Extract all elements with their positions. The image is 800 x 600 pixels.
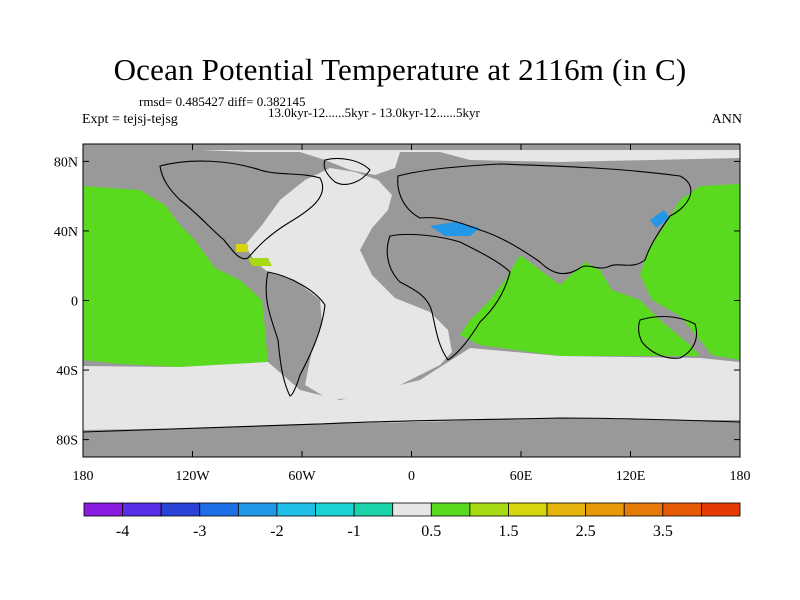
colorbar-swatch	[430, 502, 471, 517]
colorbar-swatch	[701, 502, 741, 517]
colorbar-label: -4	[116, 523, 129, 540]
colorbar-swatch	[353, 502, 394, 517]
colorbar-swatch	[585, 502, 625, 517]
region-sea-of-japan	[650, 210, 670, 228]
coastline-north-america	[159, 160, 324, 260]
colorbar-swatch	[315, 502, 355, 517]
colorbar-swatch	[546, 502, 587, 517]
season-label: ANN	[711, 112, 742, 127]
x-tick-label: 120W	[175, 469, 210, 484]
period-text: 13.0kyr-12......5kyr - 13.0kyr-12......5…	[268, 105, 480, 120]
colorbar-label: -3	[193, 523, 206, 540]
colorbar-label: 2.5	[576, 523, 596, 540]
colorbar-swatch	[662, 502, 702, 517]
coastline-south-america	[265, 271, 326, 397]
y-tick-label: 40N	[54, 225, 78, 240]
colorbar-swatch	[392, 502, 432, 517]
colorbar-swatch	[469, 502, 509, 517]
colorbar-swatch	[199, 502, 239, 517]
chart-title: Ocean Potential Temperature at 2116m (in…	[113, 52, 687, 87]
region-indian-ocean	[460, 255, 700, 356]
colorbar-swatch	[508, 502, 548, 517]
region-arctic-ocean	[83, 150, 740, 175]
x-tick-label: 120E	[616, 469, 646, 484]
colorbar-swatch	[122, 502, 162, 517]
colorbar-swatch	[237, 502, 278, 517]
colorbar-label: 0.5	[421, 523, 441, 540]
colorbar-label: 3.5	[653, 523, 673, 540]
colorbar: -4 -3 -2 -1 0.5 1.5 2.5 3.5	[83, 502, 741, 540]
y-axis-ticks: 80N 40N 0 40S 80S	[54, 155, 740, 449]
y-tick-label: 40S	[56, 364, 78, 379]
colorbar-swatch	[83, 502, 123, 517]
coastline-antarctica	[83, 417, 740, 433]
colorbar-label: -2	[270, 523, 283, 540]
experiment-label: Expt = tejsj-tejsg	[82, 112, 178, 127]
x-tick-label: 60W	[288, 469, 316, 484]
region-atlantic-ocean	[245, 168, 452, 400]
x-axis-ticks: 180 120W 60W 0 60E 120E 180	[73, 144, 751, 484]
colorbar-swatch	[276, 502, 316, 517]
y-tick-label: 80N	[54, 155, 78, 170]
map-plot-area	[83, 144, 740, 457]
x-tick-label: 60E	[510, 469, 533, 484]
stats-text: rmsd= 0.485427 diff= 0.382145	[139, 94, 306, 109]
coastlines	[83, 157, 740, 433]
region-gulf-of-mexico	[236, 244, 248, 252]
colorbar-swatch	[623, 502, 664, 517]
x-tick-label: 0	[408, 469, 415, 484]
coastline-greenland	[323, 157, 371, 185]
region-pacific-ocean	[83, 186, 268, 367]
region-southern-ocean	[83, 348, 740, 430]
region-antarctica	[83, 418, 740, 457]
coastline-africa	[386, 233, 511, 361]
colorbar-label: 1.5	[498, 523, 518, 540]
colorbar-swatch	[160, 502, 201, 517]
region-west-pacific	[640, 184, 740, 360]
x-tick-label: 180	[73, 469, 94, 484]
coastline-eurasia	[397, 163, 692, 275]
coastline-australia	[638, 315, 698, 359]
region-caribbean-sea	[248, 258, 272, 266]
x-tick-label: 180	[730, 469, 751, 484]
y-tick-label: 80S	[56, 434, 78, 449]
y-tick-label: 0	[71, 295, 78, 310]
colorbar-label: -1	[347, 523, 360, 540]
